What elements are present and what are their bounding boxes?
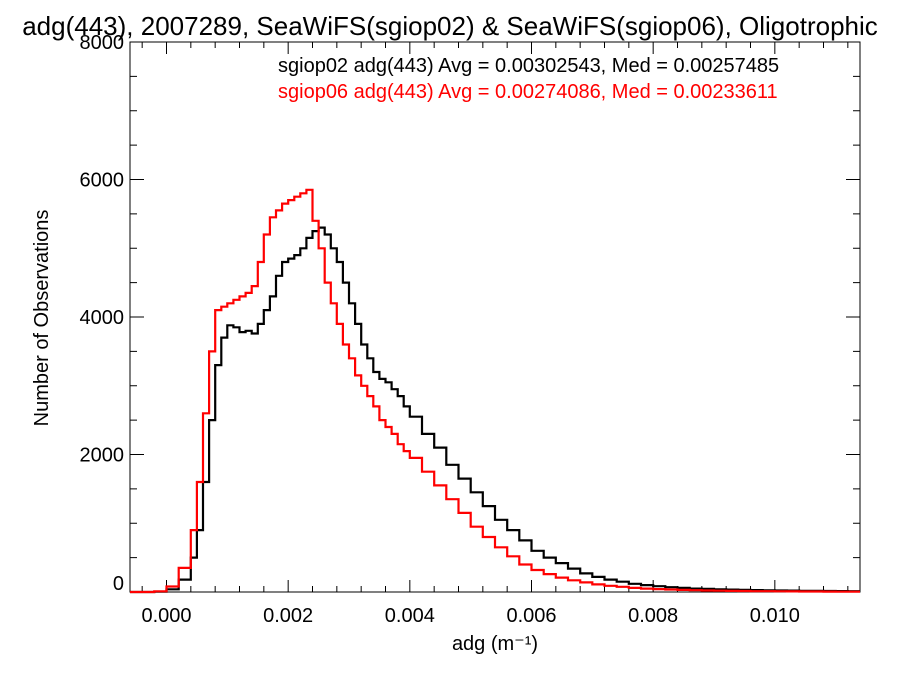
y-tick-label: 0 xyxy=(113,573,124,595)
y-tick-label: 2000 xyxy=(80,445,125,467)
axis-tick-labels: 0.000 0.002 0.004 0.006 0.008 0.010 0 2000 4000 6… xyxy=(80,32,800,627)
x-axis-label: adg (m⁻¹) xyxy=(452,633,538,655)
x-tick-label: 0.008 xyxy=(628,605,678,627)
y-tick-label: 8000 xyxy=(80,32,125,54)
x-tick-label: 0.000 xyxy=(141,605,191,627)
x-tick-label: 0.002 xyxy=(263,605,313,627)
y-tick-label: 6000 xyxy=(80,170,125,192)
chart-title: adg(443), 2007289, SeaWiFS(sgiop02) & Se… xyxy=(22,11,878,41)
axis-ticks xyxy=(130,41,860,593)
x-tick-label: 0.006 xyxy=(506,605,556,627)
x-tick-label: 0.010 xyxy=(750,605,800,627)
x-tick-label: 0.004 xyxy=(385,605,435,627)
series-line-sgiop02 xyxy=(130,226,860,594)
y-axis-label: Number of Observations xyxy=(31,210,53,427)
legend-entry-sgiop02: sgiop02 adg(443) Avg = 0.00302543, Med =… xyxy=(278,55,779,77)
y-tick-label: 4000 xyxy=(80,307,125,329)
series-lines xyxy=(130,188,860,594)
series-line-sgiop06 xyxy=(130,188,860,594)
legend-entry-sgiop06: sgiop06 adg(443) Avg = 0.00274086, Med =… xyxy=(278,81,778,103)
